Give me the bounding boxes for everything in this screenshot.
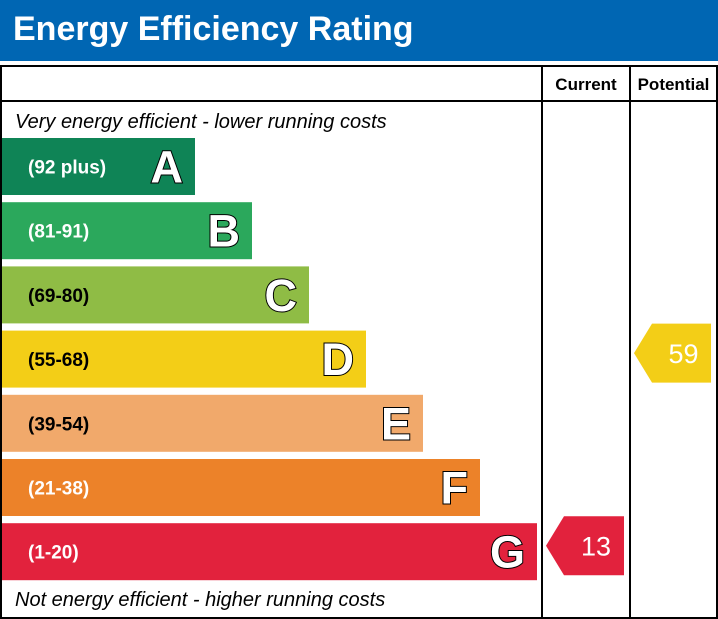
band-letter-e: E bbox=[381, 398, 411, 449]
table-frame bbox=[0, 65, 718, 619]
band-bar-d bbox=[2, 330, 366, 388]
band-range-e: (39-54) bbox=[28, 414, 89, 435]
band-letter-b: B bbox=[208, 206, 241, 257]
band-letter-c: C bbox=[265, 270, 298, 321]
band-range-d: (55-68) bbox=[28, 350, 89, 371]
page-title: Energy Efficiency Rating bbox=[13, 10, 414, 48]
column-header-potential: Potential bbox=[638, 75, 710, 94]
top-note: Very energy efficient - lower running co… bbox=[15, 111, 387, 133]
bottom-note: Not energy efficient - higher running co… bbox=[15, 589, 385, 611]
band-bar-e bbox=[2, 394, 423, 452]
current-rating-arrow bbox=[546, 516, 624, 576]
band-range-c: (69-80) bbox=[28, 286, 89, 307]
band-range-a: (92 plus) bbox=[28, 158, 106, 179]
band-bar-a bbox=[2, 138, 195, 195]
band-letter-d: D bbox=[322, 334, 355, 385]
band-bar-c bbox=[2, 266, 309, 324]
band-letter-g: G bbox=[490, 527, 525, 578]
band-letter-a: A bbox=[151, 142, 184, 193]
band-bar-f bbox=[2, 459, 480, 516]
band-range-f: (21-38) bbox=[28, 479, 89, 500]
band-bar-b bbox=[2, 202, 252, 260]
current-rating-value: 13 bbox=[581, 532, 611, 562]
band-bar-g bbox=[2, 523, 537, 581]
band-range-g: (1-20) bbox=[28, 543, 79, 564]
potential-rating-arrow bbox=[634, 323, 711, 383]
band-letter-f: F bbox=[441, 463, 469, 514]
column-header-current: Current bbox=[555, 75, 617, 94]
potential-rating-value: 59 bbox=[668, 339, 698, 369]
header-bar: Energy Efficiency Rating bbox=[0, 0, 718, 61]
band-range-b: (81-91) bbox=[28, 222, 89, 243]
